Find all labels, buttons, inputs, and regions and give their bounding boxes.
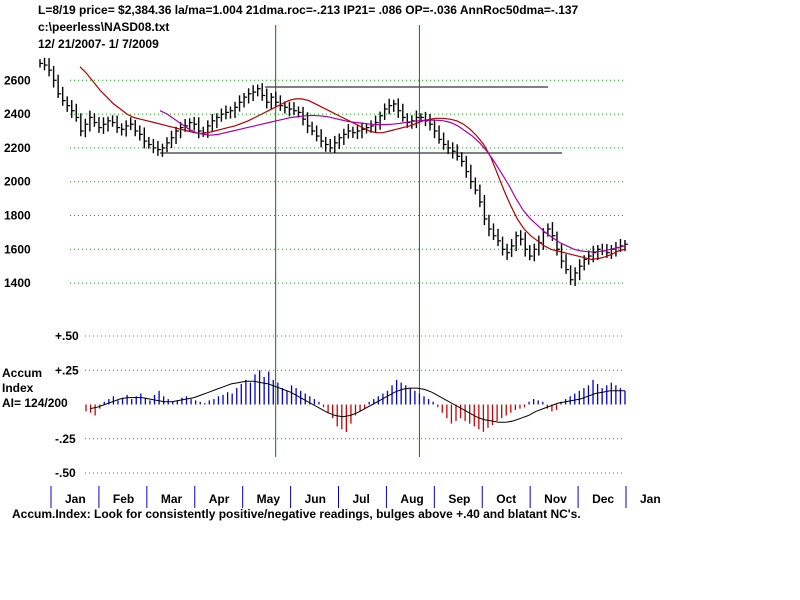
- accum-ai-label: AI= 124/200: [2, 396, 68, 410]
- support-resistance-lines: [160, 86, 562, 154]
- month-label: Jan: [65, 492, 86, 506]
- month-label: Aug: [400, 492, 423, 506]
- month-label: Feb: [113, 492, 134, 506]
- accum-tick-label: -.50: [55, 466, 76, 480]
- footer-note: Accum.Index: Look for consistently posit…: [12, 507, 581, 521]
- moving-average-lines: [79, 66, 626, 261]
- header-line-1: L=8/19 price= $2,384.36 la/ma=1.004 21dm…: [38, 3, 579, 17]
- accum-tick-label: +.25: [55, 363, 79, 377]
- accum-tick-label: -.25: [55, 432, 76, 446]
- month-label: Oct: [496, 492, 516, 506]
- month-label: Jan: [640, 492, 661, 506]
- accum-index-bars: [85, 370, 626, 432]
- price-tick-label: 2200: [4, 141, 31, 155]
- month-axis: Jan Feb Mar Apr May Jun Jul Aug Sep Oct Nov Dec Jan: [50, 486, 661, 508]
- month-label: Dec: [592, 492, 614, 506]
- price-ohlc-bars: [39, 57, 628, 286]
- price-tick-label: 1600: [4, 242, 31, 256]
- month-label: Nov: [544, 492, 567, 506]
- month-label: Apr: [209, 492, 230, 506]
- long-ma-line: [159, 110, 626, 253]
- month-label: May: [257, 492, 281, 506]
- month-label: Sep: [448, 492, 470, 506]
- accum-title-line-1: Accum: [2, 366, 42, 380]
- price-y-tick-labels: 2600 2400 2200 2000 1800 1600 1400: [4, 73, 31, 290]
- month-label: Jun: [305, 492, 326, 506]
- header-line-3: 12/ 21/2007- 1/ 7/2009: [38, 37, 159, 51]
- month-label: Jul: [353, 492, 370, 506]
- price-tick-label: 2000: [4, 175, 31, 189]
- price-tick-label: 1400: [4, 276, 31, 290]
- accum-title-line-2: Index: [2, 381, 34, 395]
- header-line-2: c:\peerless\NASD08.txt: [38, 20, 169, 34]
- accum-ma-line: [89, 380, 625, 423]
- price-tick-label: 1800: [4, 208, 31, 222]
- accum-tick-label: +.50: [55, 329, 79, 343]
- month-label: Mar: [161, 492, 183, 506]
- accum-y-tick-labels: +.50 +.25 -.25 -.50: [55, 329, 79, 480]
- price-grid: [70, 79, 625, 284]
- price-tick-label: 2600: [4, 73, 31, 87]
- vertical-markers: [275, 25, 420, 457]
- price-tick-label: 2400: [4, 107, 31, 121]
